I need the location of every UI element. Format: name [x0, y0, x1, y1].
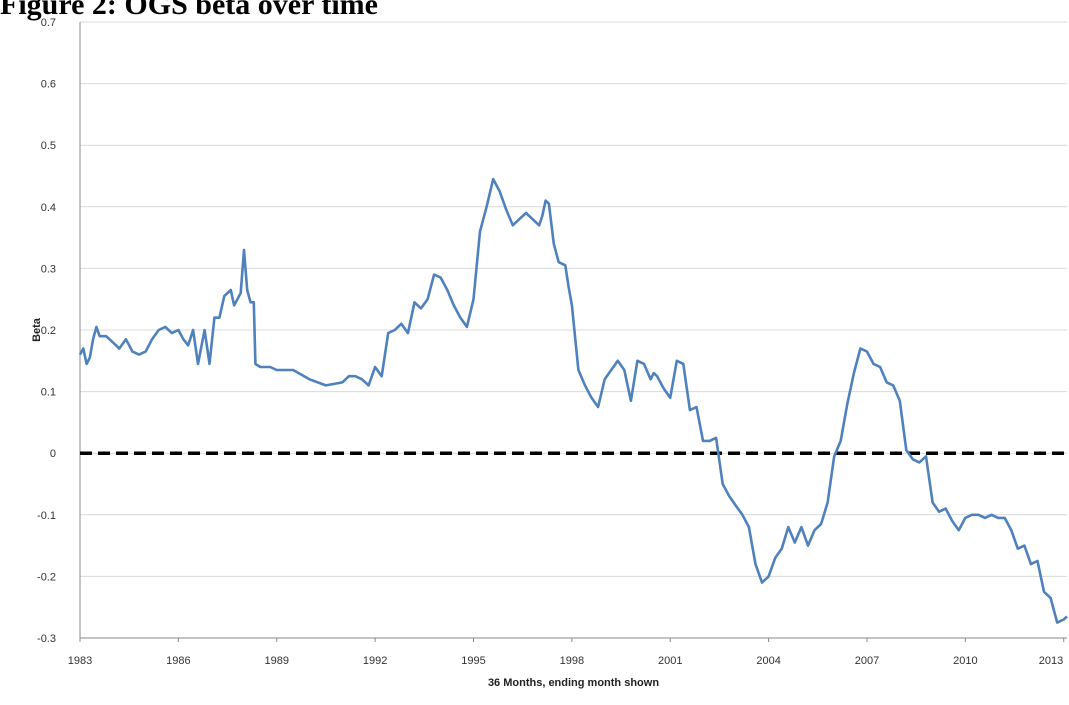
y-tick-label: 0.4	[41, 202, 56, 214]
y-tick-labels: -0.3 -0.2 -0.1 0 0.1 0.2 0.3 0.4 0.5 0.6 0.7	[37, 17, 56, 645]
y-tick-label: -0.2	[37, 571, 56, 583]
x-tick-label: 2004	[756, 655, 780, 667]
y-tick-label: -0.3	[37, 633, 56, 645]
y-tick-label: 0.1	[41, 387, 56, 399]
x-tick-label: 2007	[855, 655, 879, 667]
y-tick-label: 0.5	[41, 140, 56, 152]
x-tick-label: 1995	[461, 655, 485, 667]
x-axis-label: 36 Months, ending month shown	[488, 677, 659, 689]
x-tick-labels: 1983 1986 1989 1992 1995 1998 2001 2004 2007 2010…	[68, 655, 1063, 667]
x-tick-label: 1998	[560, 655, 584, 667]
y-axis-label: Beta	[31, 317, 43, 342]
y-tick-label: 0.6	[41, 79, 56, 91]
y-tick-label: 0.2	[41, 325, 56, 337]
y-tick-label: 0.7	[41, 17, 56, 29]
x-tick-label: 1986	[166, 655, 190, 667]
axes	[79, 22, 1067, 642]
x-tick-label: 1992	[363, 655, 387, 667]
x-tick-label: 1989	[265, 655, 289, 667]
x-tick-label: 2001	[658, 655, 682, 667]
y-tick-label: 0	[50, 448, 56, 460]
x-tick-label: 1983	[68, 655, 92, 667]
series-group	[78, 177, 1068, 624]
figure-title: Figure 2: OGS beta over time	[0, 0, 378, 21]
x-tick-label: 2013	[1039, 655, 1063, 667]
beta-series-line	[78, 177, 1068, 624]
x-tick-label: 2010	[953, 655, 977, 667]
y-tick-label: -0.1	[37, 510, 56, 522]
y-tick-label: 0.3	[41, 263, 56, 275]
